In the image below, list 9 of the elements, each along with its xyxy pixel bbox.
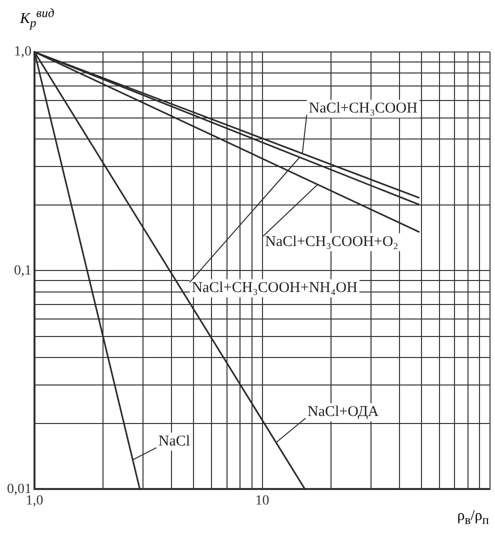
series-label: NaCl+CH₃COOH+O₂ — [265, 234, 398, 250]
text: NaCl+CH₃COOH+NH₄OH — [192, 280, 358, 296]
text: NaCl+CH₃COOH — [308, 100, 418, 117]
x-axis-title: ρ$_{в}$/ρ$_{п}$ — [457, 508, 489, 528]
text: NaCl+ОДА — [307, 404, 379, 420]
series-label: NaCl — [158, 434, 190, 450]
y-tick-label: 1,0 — [14, 44, 32, 60]
y-tick-label: 0,1 — [14, 263, 32, 278]
x-tick-label: 10 — [255, 493, 270, 508]
